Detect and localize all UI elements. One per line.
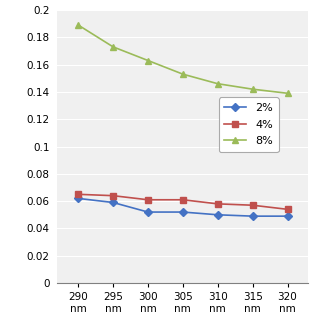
4% bbox=[111, 194, 115, 198]
2% bbox=[216, 213, 220, 217]
8% bbox=[181, 72, 185, 76]
2% bbox=[111, 200, 115, 204]
8% bbox=[286, 91, 289, 95]
8% bbox=[111, 45, 115, 49]
8% bbox=[251, 87, 254, 91]
4% bbox=[76, 192, 80, 196]
4% bbox=[251, 203, 254, 207]
Line: 4%: 4% bbox=[75, 191, 290, 212]
8% bbox=[216, 82, 220, 86]
2% bbox=[181, 210, 185, 214]
4% bbox=[286, 207, 289, 211]
2% bbox=[146, 210, 150, 214]
8% bbox=[146, 59, 150, 63]
4% bbox=[216, 202, 220, 206]
Line: 8%: 8% bbox=[75, 22, 291, 97]
4% bbox=[181, 198, 185, 202]
2% bbox=[76, 196, 80, 200]
Line: 2%: 2% bbox=[75, 195, 290, 219]
Legend: 2%, 4%, 8%: 2%, 4%, 8% bbox=[218, 98, 279, 152]
2% bbox=[251, 214, 254, 218]
2% bbox=[286, 214, 289, 218]
4% bbox=[146, 198, 150, 202]
8% bbox=[76, 23, 80, 27]
